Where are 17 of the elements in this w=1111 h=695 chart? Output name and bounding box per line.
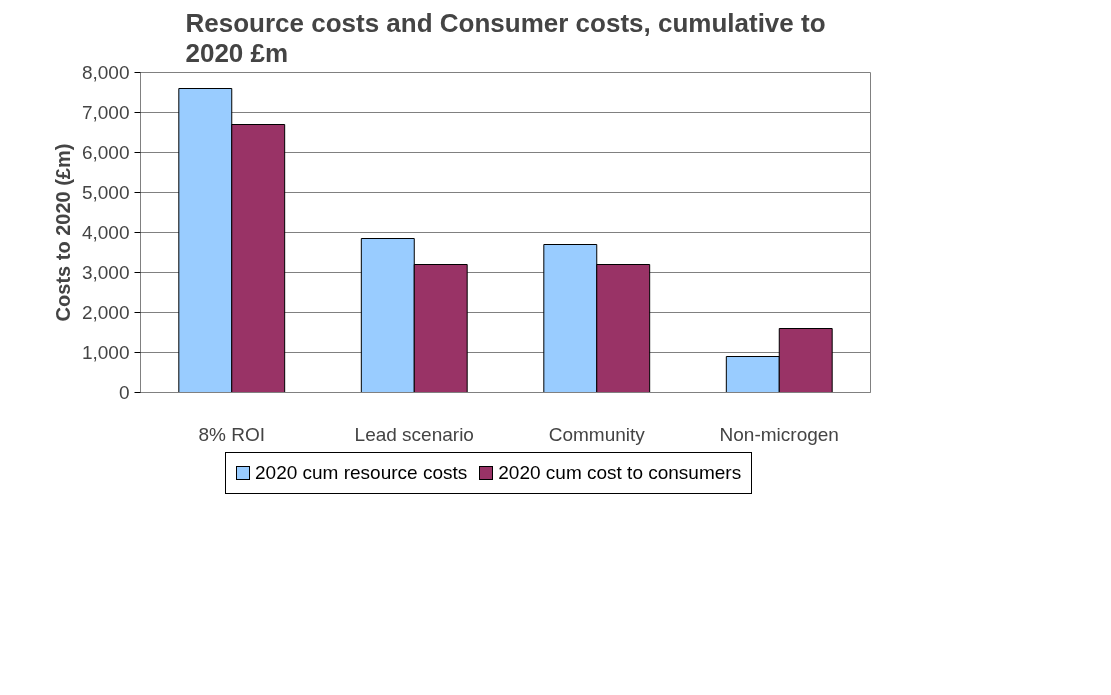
y-tick-label: 6,000 bbox=[81, 142, 130, 163]
x-tick-label: Community bbox=[548, 423, 646, 445]
y-tick-label: 5,000 bbox=[81, 182, 130, 203]
y-tick-label: 8,000 bbox=[81, 62, 130, 83]
y-tick-label: 1,000 bbox=[81, 342, 130, 363]
y-tick-label: 4,000 bbox=[81, 222, 130, 243]
x-tick-label: Non-microgen bbox=[719, 423, 839, 445]
chart-title: Resource costs and Consumer costs, cumulative to 2020 £m bbox=[185, 7, 826, 68]
y-tick-label: 0 bbox=[118, 382, 130, 403]
legend-label: 2020 cum resource costs bbox=[255, 461, 468, 485]
legend-label: 2020 cum cost to consumers bbox=[498, 461, 742, 485]
x-tick-label: 8% ROI bbox=[198, 423, 266, 445]
x-tick-label: Lead scenario bbox=[354, 423, 474, 445]
y-tick-label: 7,000 bbox=[81, 102, 130, 123]
y-tick-label: 2,000 bbox=[81, 302, 130, 323]
y-tick-label: 3,000 bbox=[81, 262, 130, 283]
y-axis-title: Costs to 2020 (£m) bbox=[51, 143, 74, 322]
